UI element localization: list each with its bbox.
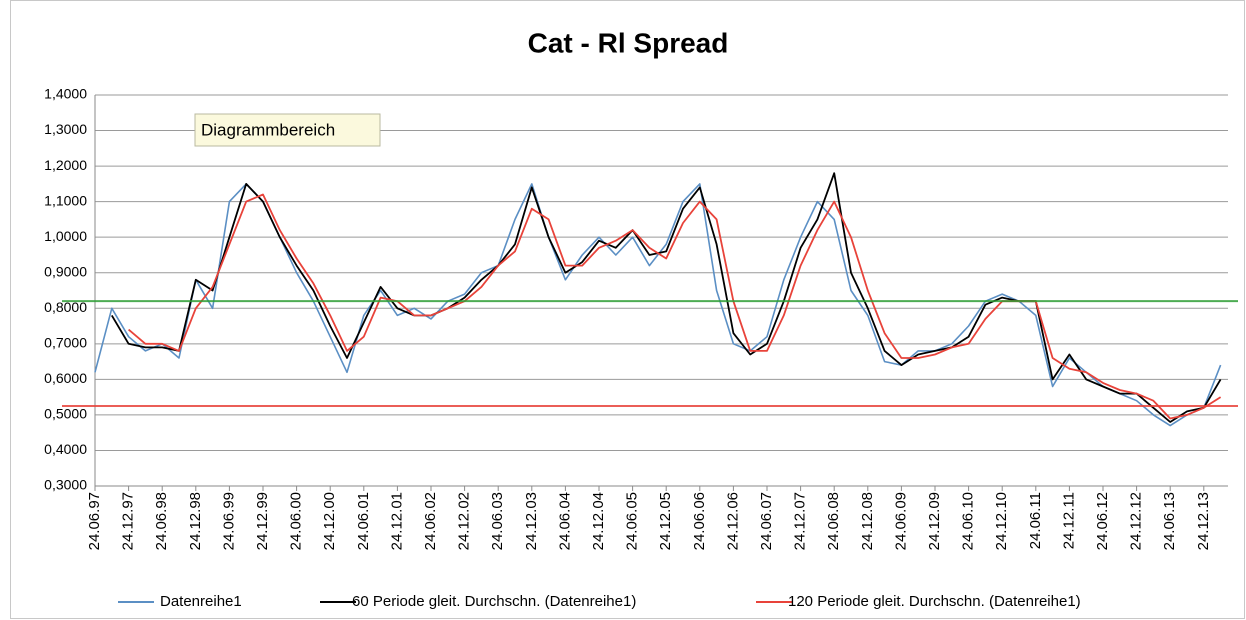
y-tick-label: 0,8000 [44, 299, 87, 315]
chart-border [10, 0, 1245, 619]
x-tick-label: 24.12.06 [724, 492, 741, 550]
x-tick-label: 24.12.13 [1195, 492, 1212, 550]
series-line [128, 193, 1222, 420]
x-tick-label: 24.06.11 [1027, 492, 1044, 549]
x-tick-label: 24.06.05 [624, 492, 641, 550]
x-tick-label: 24.12.99 [254, 492, 271, 550]
x-tick-label: 24.06.06 [691, 492, 708, 550]
x-tick-label: 24.06.13 [1161, 492, 1178, 550]
x-tick-label: 24.12.11 [1060, 492, 1077, 549]
x-tick-label: 24.06.08 [825, 492, 842, 550]
y-tick-label: 1,4000 [44, 86, 87, 102]
x-tick-label: 24.12.07 [792, 492, 809, 550]
x-tick-label: 24.06.99 [220, 492, 237, 550]
tooltip-box [194, 113, 381, 147]
y-tick-label: 0,5000 [44, 406, 87, 422]
y-tick-label: 0,3000 [44, 477, 87, 493]
legend-label: 60 Periode gleit. Durchschn. (Datenreihe… [352, 593, 636, 610]
legend-label: 120 Periode gleit. Durchschn. (Datenreih… [788, 593, 1081, 610]
x-tick-label: 24.12.01 [388, 492, 405, 550]
x-tick-label: 24.12.05 [657, 492, 674, 550]
x-tick-label: 24.12.00 [321, 492, 338, 550]
y-tick-label: 0,6000 [44, 370, 87, 386]
x-tick-label: 24.06.12 [1094, 492, 1111, 550]
x-tick-label: 24.06.10 [960, 492, 977, 550]
x-tick-label: 24.06.97 [86, 492, 103, 550]
y-tick-label: 0,4000 [44, 441, 87, 457]
tooltip: Diagrammbereich [194, 113, 381, 147]
tooltip-text: Diagrammbereich [201, 120, 335, 139]
x-tick-label: 24.06.04 [556, 492, 573, 550]
x-tick-label: 24.12.97 [120, 492, 137, 550]
x-tick-label: 24.12.10 [993, 492, 1010, 550]
y-tick-label: 1,2000 [44, 157, 87, 173]
y-tick-label: 1,3000 [44, 121, 87, 137]
y-tick-label: 0,7000 [44, 335, 87, 351]
x-tick-label: 24.06.02 [422, 492, 439, 550]
x-tick-label: 24.12.04 [590, 492, 607, 550]
y-tick-label: 1,1000 [44, 192, 87, 208]
legend-label: Datenreihe1 [160, 593, 242, 610]
x-tick-label: 24.06.00 [288, 492, 305, 550]
x-tick-label: 24.06.01 [355, 492, 372, 550]
x-tick-label: 24.12.02 [456, 492, 473, 550]
y-tick-label: 0,9000 [44, 263, 87, 279]
chart-title: Cat - Rl Spread [528, 27, 729, 58]
y-tick-label: 1,0000 [44, 228, 87, 244]
x-tick-label: 24.12.98 [187, 492, 204, 550]
x-tick-label: 24.12.03 [523, 492, 540, 550]
x-tick-label: 24.06.09 [892, 492, 909, 550]
x-tick-label: 24.12.12 [1128, 492, 1145, 550]
x-tick-label: 24.06.03 [489, 492, 506, 550]
x-tick-label: 24.06.98 [153, 492, 170, 550]
x-tick-label: 24.12.08 [859, 492, 876, 550]
x-tick-label: 24.06.07 [758, 492, 775, 550]
x-tick-label: 24.12.09 [926, 492, 943, 550]
